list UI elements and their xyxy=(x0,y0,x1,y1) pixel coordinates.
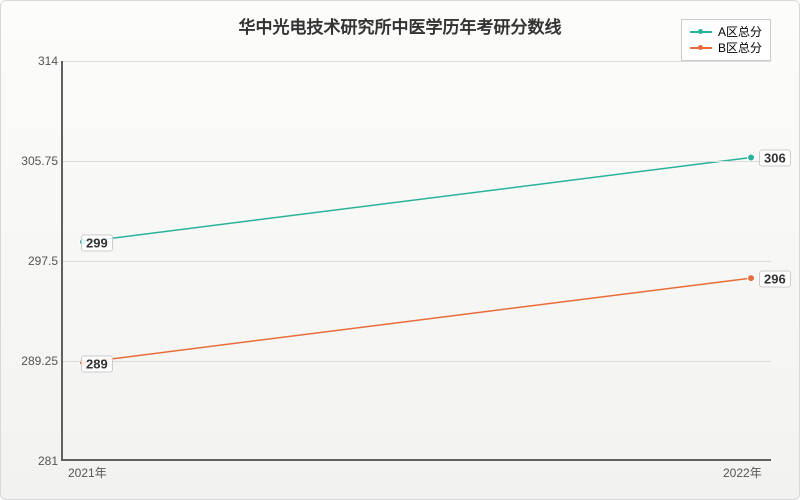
data-point-label: 289 xyxy=(81,356,113,373)
data-point-label: 299 xyxy=(81,234,113,251)
x-axis-label: 2021年 xyxy=(68,464,107,481)
y-axis-label: 314 xyxy=(8,54,58,68)
legend: A区总分 B区总分 xyxy=(681,19,771,61)
legend-dot-b xyxy=(698,45,703,50)
legend-line-b xyxy=(690,47,712,49)
plot-area: 281289.25297.5305.753142021年2022年2993062… xyxy=(61,61,771,461)
grid-line xyxy=(63,161,771,162)
legend-dot-a xyxy=(698,29,703,34)
grid-line xyxy=(63,361,771,362)
grid-line xyxy=(63,261,771,262)
legend-item-a: A区总分 xyxy=(690,24,762,40)
y-axis-label: 297.5 xyxy=(8,254,58,268)
line-svg xyxy=(63,61,771,459)
legend-line-a xyxy=(690,31,712,33)
data-point-label: 306 xyxy=(759,149,791,166)
chart-container: 华中光电技术研究所中医学历年考研分数线 A区总分 B区总分 281289.252… xyxy=(0,0,800,500)
y-axis-label: 289.25 xyxy=(8,354,58,368)
grid-line xyxy=(63,61,771,62)
y-axis-label: 305.75 xyxy=(8,154,58,168)
data-point-label: 296 xyxy=(759,271,791,288)
x-axis-label: 2022年 xyxy=(723,464,762,481)
legend-label-a: A区总分 xyxy=(718,24,762,40)
legend-item-b: B区总分 xyxy=(690,40,762,56)
y-axis-label: 281 xyxy=(8,454,58,468)
legend-label-b: B区总分 xyxy=(718,40,762,56)
chart-title: 华中光电技术研究所中医学历年考研分数线 xyxy=(1,13,799,38)
